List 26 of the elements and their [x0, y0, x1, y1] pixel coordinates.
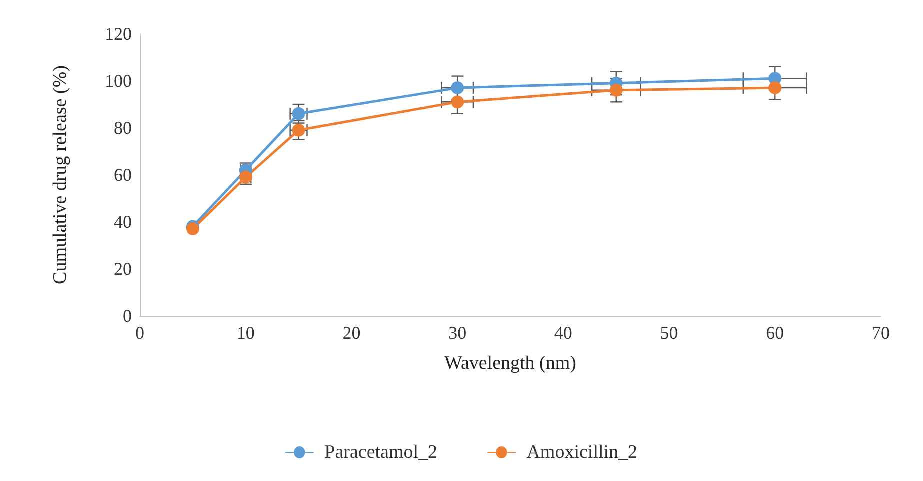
y-tick-label: 120 [105, 24, 132, 44]
x-tick-label: 20 [342, 323, 361, 343]
y-tick-label: 80 [114, 118, 132, 138]
point [186, 222, 200, 236]
x-tick-label: 70 [872, 323, 890, 343]
legend-label: Amoxicillin_2 [526, 442, 638, 463]
x-tick-label: 50 [660, 323, 678, 343]
point [451, 82, 464, 95]
y-tick-label: 20 [114, 259, 132, 279]
legend-label: Paracetamol_2 [324, 442, 438, 463]
x-tick-label: 30 [448, 323, 467, 343]
point [768, 82, 782, 95]
point [292, 124, 306, 137]
x-tick-label: 60 [766, 323, 784, 343]
x-tick-label: 0 [136, 323, 144, 343]
x-axis-title: Wavelength (nm) [444, 353, 576, 374]
x-tick-label: 10 [236, 323, 255, 343]
y-tick-label: 40 [114, 212, 132, 232]
y-tick-label: 0 [123, 306, 132, 326]
y-axis-title: Cumulative drug release (%) [50, 66, 71, 284]
point [451, 96, 464, 109]
point [610, 84, 623, 97]
y-tick-label: 100 [105, 71, 132, 91]
y-tick-label: 60 [114, 165, 132, 185]
point [292, 107, 306, 120]
x-tick-label: 40 [554, 323, 572, 343]
